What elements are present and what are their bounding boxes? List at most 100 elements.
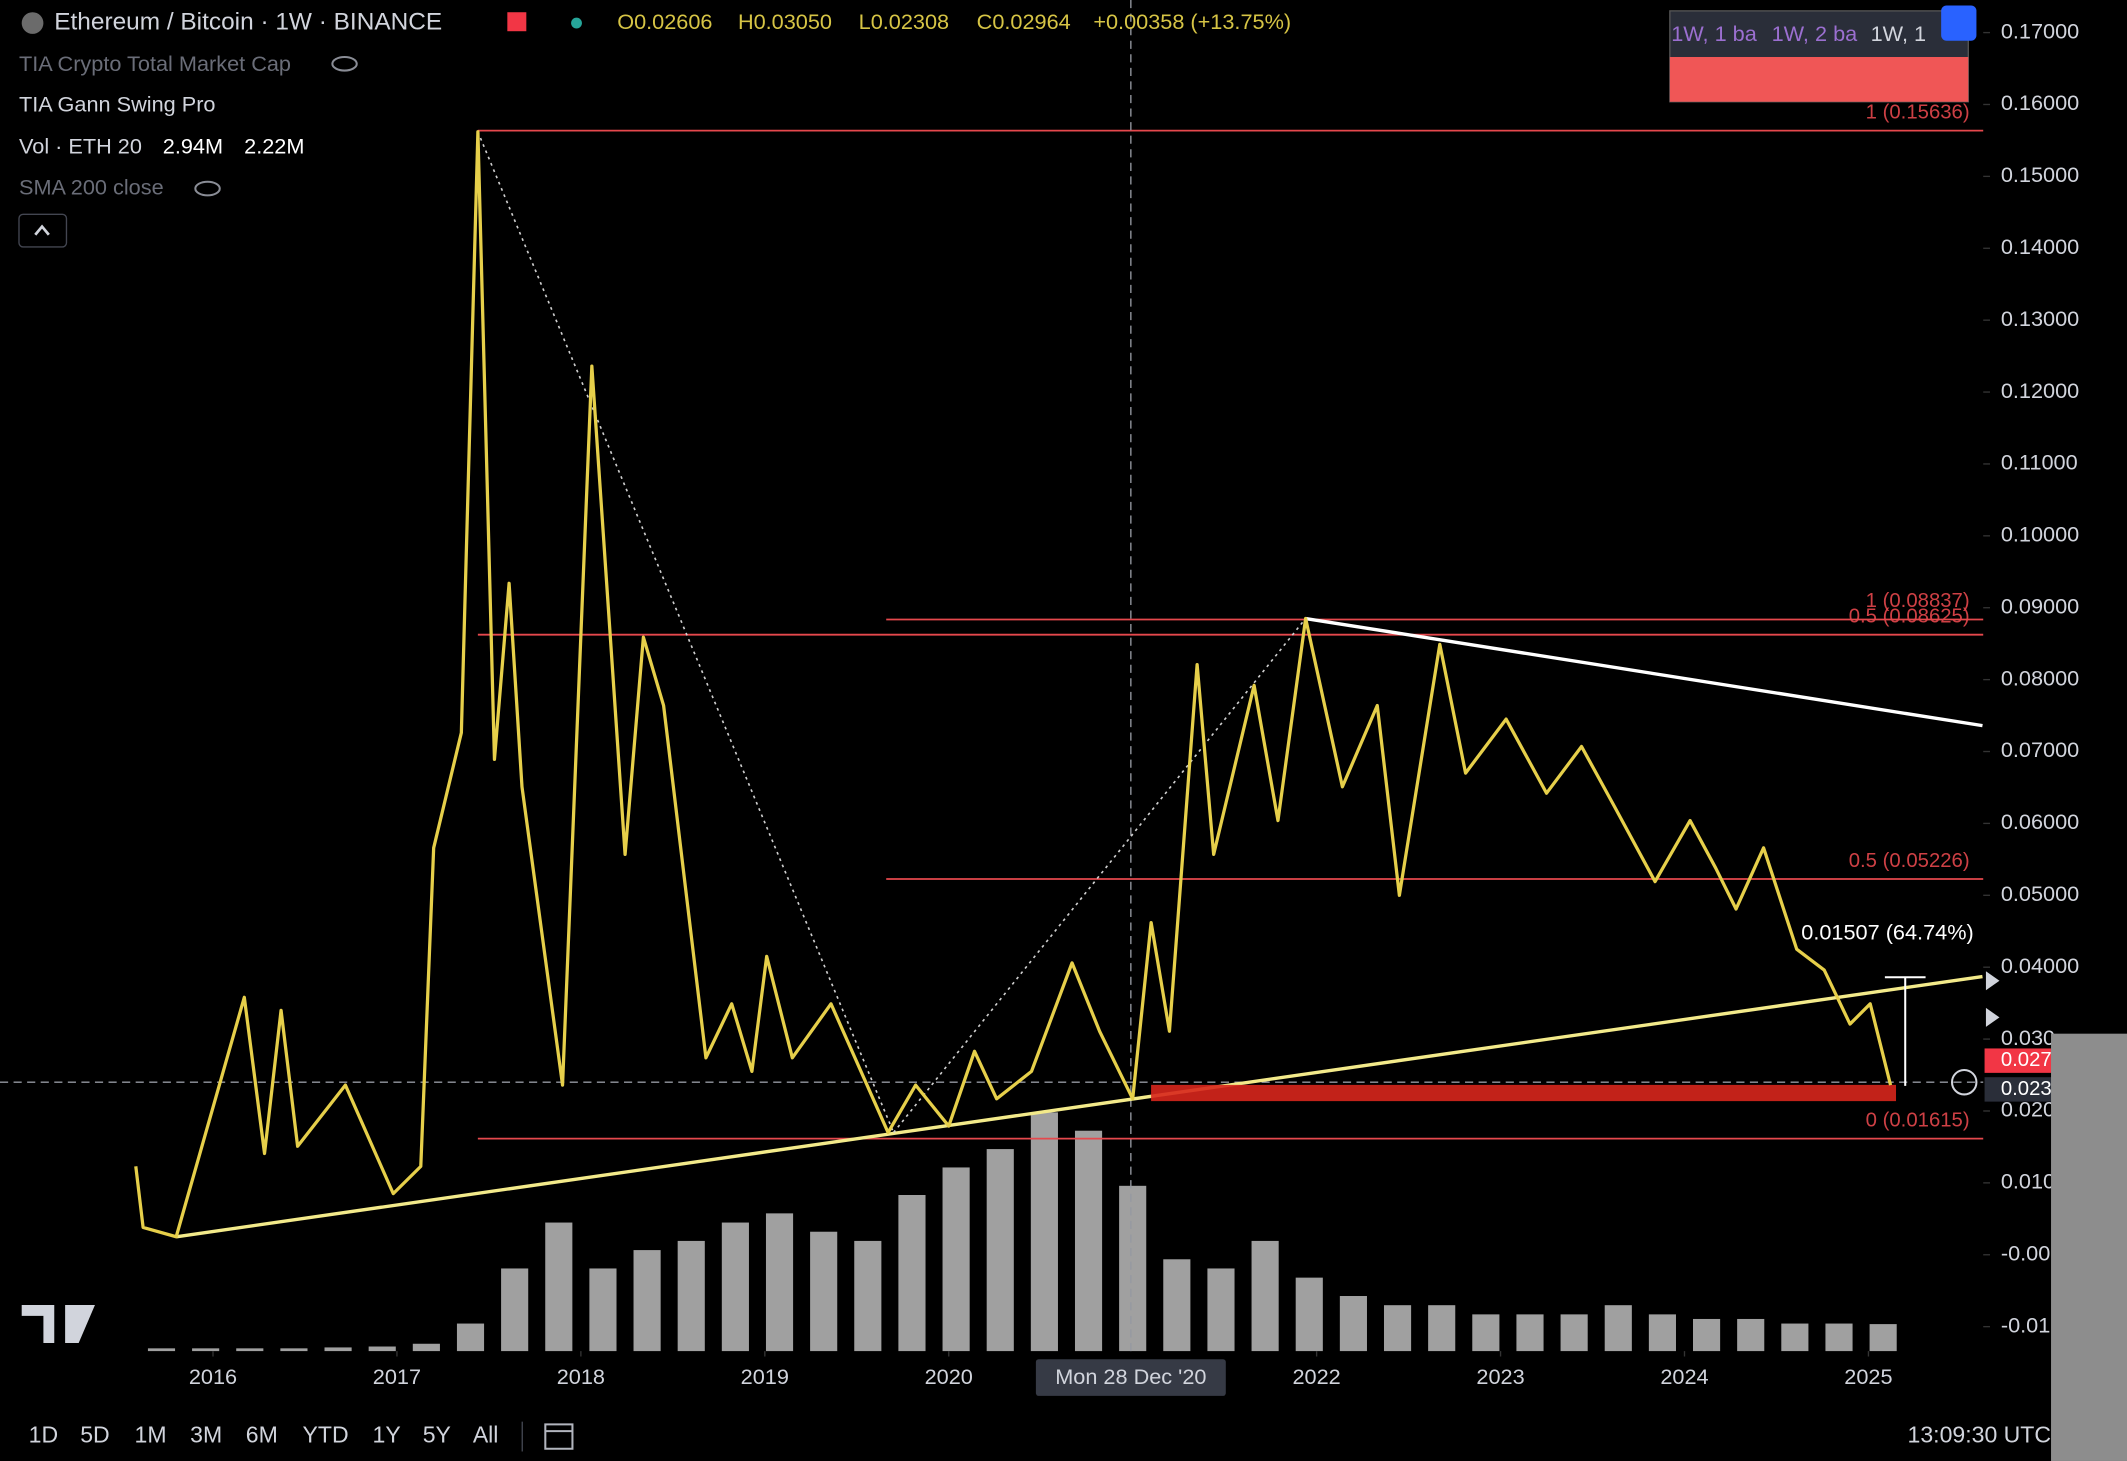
volume-bar [854,1240,882,1352]
widget-label: 1W, 2 ba [1772,21,1859,46]
y-tick-label: 0.010 [2001,1169,2055,1194]
timeframe-button[interactable]: 1Y [373,1422,401,1448]
trendline [175,974,1983,1239]
y-tick-label: 0.14000 [2001,234,2079,259]
timeframe-button[interactable]: 1M [135,1422,167,1448]
indicator-label: TIA Gann Swing Pro [19,92,216,117]
volume-bar [1560,1314,1588,1352]
volume-bar [765,1213,794,1352]
volume-bar [1648,1314,1676,1352]
indicator-label: TIA Crypto Total Market Cap [19,51,291,76]
volume-bar [1604,1305,1632,1352]
volume-bar [1119,1185,1147,1352]
price-tag-label: 0.027 [2001,1049,2052,1071]
crosshair-date-label: Mon 28 Dec '20 [1055,1364,1206,1389]
logo-part [65,1304,95,1343]
volume-bar [1251,1240,1279,1352]
widget-label: 1W, 1 [1871,21,1926,46]
collapse-button[interactable] [18,213,68,248]
ohlc-low: L0.02308 [859,9,949,34]
volume-bar [677,1240,705,1352]
scroll-arrow[interactable] [1985,971,2000,991]
y-tick-label: 0.16000 [2001,90,2079,115]
x-tick-label: 2019 [741,1364,789,1389]
volume-bar [1781,1323,1809,1352]
camera-overlay [2051,1033,2127,1461]
y-tick-label: 0.05000 [2001,881,2079,906]
y-tick-label: 0.10000 [2001,522,2079,547]
volume-bar [147,1348,176,1352]
y-tick-label: 0.17000 [2001,18,2079,43]
volume-bar [324,1347,352,1352]
volume-bar [589,1268,617,1352]
indicator-label: SMA 200 close [19,174,164,199]
timeframe-button[interactable]: 3M [190,1422,222,1448]
volume-bar [1693,1318,1721,1352]
fib-level-label: 0.5 (0.08625) [1849,605,1970,627]
symbol-logo [21,12,44,34]
y-tick-label: 0.04000 [2001,953,2079,978]
timeframe-button[interactable]: YTD [303,1422,349,1448]
crosshair-date-box [1035,1359,1226,1396]
volume-bar [810,1231,838,1352]
ohlc-change: +0.00358 (+13.75%) [1093,9,1291,34]
volume-bar [1074,1130,1103,1352]
timeframe-button[interactable]: 5D [80,1422,109,1448]
volume-bar [1516,1314,1544,1352]
volume-bar [633,1250,661,1352]
timeframe-button[interactable]: All [473,1422,499,1448]
timeframe-button[interactable]: 6M [246,1422,278,1448]
tradingview-logo [21,1304,95,1343]
volume-bar [501,1268,529,1352]
add-alert-button[interactable] [1950,1068,1978,1096]
x-tick-label: 2023 [1476,1364,1524,1389]
fib-level-label: 1 (0.08837) [1866,590,1970,612]
y-tick-label: 0.06000 [2001,809,2079,834]
y-tick-label: 0.08000 [2001,665,2079,690]
volume-bar [545,1222,573,1352]
y-tick-label: 0.09000 [2001,593,2079,618]
trendline [1305,616,1983,728]
widget-button[interactable] [1941,5,1977,41]
x-tick-label: 2018 [557,1364,605,1389]
x-tick-label: 2017 [373,1364,421,1389]
flag-icon [507,12,527,32]
volume-bar [1383,1305,1412,1352]
fib-level-label: 0.5 (0.05226) [1849,850,1970,872]
volume-sma-value: 2.22M [244,134,304,159]
volume-bar [192,1348,220,1352]
y-tick-label: 0.07000 [2001,737,2079,762]
volume-bar [1295,1277,1323,1352]
symbol-title: Ethereum / Bitcoin · 1W · BINANCE [54,9,442,36]
y-tick-label: 0.11000 [2001,450,2078,475]
volume-bar [1869,1324,1897,1352]
clock: 13:09:30 UTC [1908,1422,2051,1448]
volume-bar [1339,1296,1367,1352]
volume-bar [1825,1323,1853,1352]
widget-red-band [1669,56,1969,102]
logo-part [21,1304,55,1343]
widget-label: 1W, 1 ba [1671,21,1758,46]
volume-bar [1163,1259,1191,1352]
indicator-label: Vol · ETH 20 [19,134,142,159]
timeframe-button[interactable]: 1D [29,1422,58,1448]
volume-bar [1030,1112,1058,1352]
scroll-arrow[interactable] [1985,1007,2000,1027]
timeframe-button[interactable]: 5Y [423,1422,451,1448]
calendar-icon[interactable] [544,1423,574,1450]
hidden-eye-icon[interactable] [331,55,358,72]
volume-bar [236,1348,264,1352]
x-tick-label: 2025 [1844,1364,1892,1389]
status-dot [571,17,582,29]
y-tick-label: -0.01 [2001,1312,2050,1337]
hidden-eye-icon[interactable] [194,180,221,197]
volume-bar [1428,1305,1456,1352]
trendline [477,131,895,1133]
x-tick-label: 2024 [1660,1364,1708,1389]
volume-bar [986,1149,1014,1352]
volume-bar [368,1346,396,1352]
ohlc-open: O0.02606 [617,9,712,34]
